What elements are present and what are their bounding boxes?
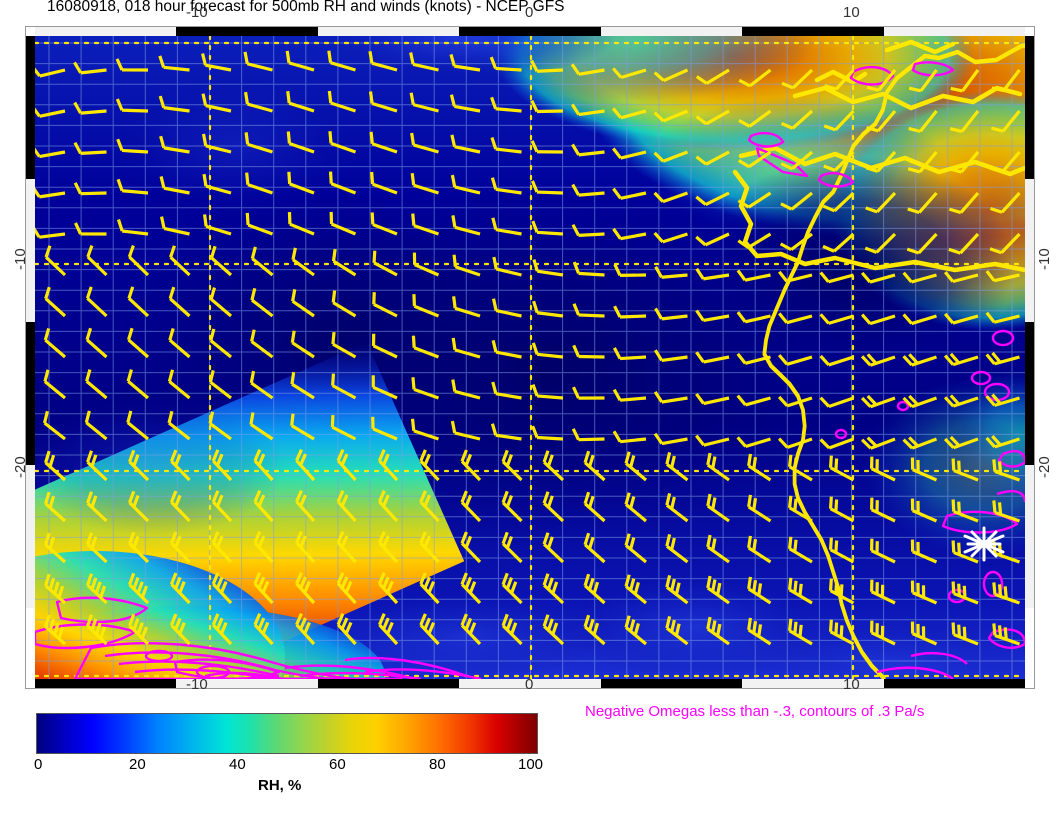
- border-segment: [459, 679, 601, 688]
- y-tick-right-2: -20: [1036, 456, 1053, 478]
- border-segment: [317, 27, 460, 36]
- colorbar-tick-80: 80: [429, 756, 446, 773]
- y-tick-left-1: -10: [12, 248, 29, 270]
- border-segment: [35, 679, 177, 688]
- map-figure: [22, 24, 1035, 689]
- y-tick-right-1: -10: [1036, 248, 1053, 270]
- latlon-grid: [35, 36, 1025, 679]
- x-tick-top-2: 0: [525, 4, 534, 21]
- colorbar-tick-20: 20: [129, 756, 146, 773]
- border-segment: [1025, 464, 1034, 608]
- border-segment: [26, 321, 35, 465]
- rh-colorbar-gradient: [37, 714, 537, 753]
- border-segment: [26, 178, 35, 322]
- rh-heatmap-plot: [35, 36, 1025, 679]
- border-segment: [26, 36, 35, 179]
- x-tick-bottom-2: 0: [525, 676, 534, 693]
- border-segment: [459, 27, 601, 36]
- x-tick-bottom-1: -10: [186, 676, 208, 693]
- colorbar-tick-100: 100: [518, 756, 544, 773]
- y-tick-left-2: -20: [12, 456, 29, 478]
- border-segment: [600, 679, 743, 688]
- x-tick-bottom-3: 10: [843, 676, 860, 693]
- border-segment: [883, 679, 1025, 688]
- x-tick-top-1: -10: [186, 4, 208, 21]
- border-segment: [1025, 36, 1034, 179]
- border-segment: [1025, 178, 1034, 322]
- border-segment: [317, 679, 460, 688]
- border-segment: [35, 27, 177, 36]
- border-segment: [176, 679, 318, 688]
- x-tick-top-3: 10: [843, 4, 860, 21]
- colorbar-tick-60: 60: [329, 756, 346, 773]
- station-marker-icon: [963, 526, 1005, 562]
- page-title: 16080918, 018 hour forecast for 500mb RH…: [47, 0, 565, 15]
- border-segment: [600, 27, 743, 36]
- border-segment: [742, 679, 884, 688]
- colorbar-label: RH, %: [258, 777, 302, 794]
- map-canvas: [35, 36, 1025, 679]
- map-outer-frame: [25, 26, 1035, 689]
- colorbar-tick-40: 40: [229, 756, 246, 773]
- omega-contours: [35, 61, 1025, 679]
- colorbar-tick-0: 0: [34, 756, 43, 773]
- border-segment: [176, 27, 318, 36]
- border-segment: [26, 464, 35, 608]
- coastline: [732, 39, 1025, 679]
- rh-colorbar: [36, 713, 538, 754]
- border-segment: [883, 27, 1025, 36]
- border-segment: [742, 27, 884, 36]
- border-segment: [1025, 321, 1034, 465]
- omega-annotation: Negative Omegas less than -.3, contours …: [585, 703, 925, 720]
